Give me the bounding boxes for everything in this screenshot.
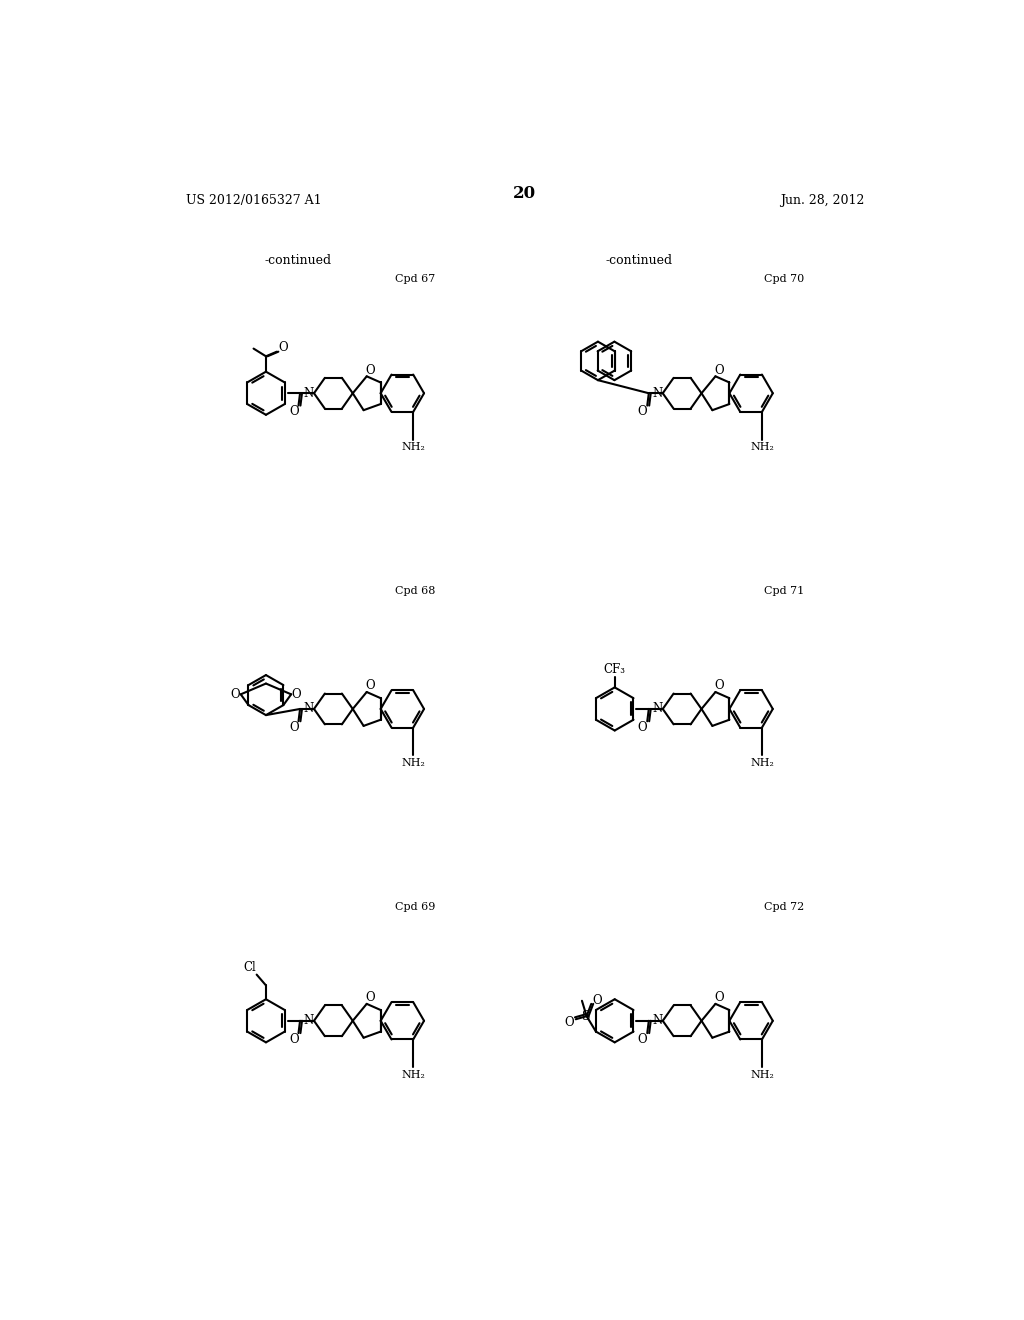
Text: Cpd 68: Cpd 68	[395, 586, 436, 597]
Text: O: O	[289, 1032, 299, 1045]
Text: Jun. 28, 2012: Jun. 28, 2012	[780, 194, 864, 207]
Text: N: N	[652, 702, 663, 715]
Text: CF₃: CF₃	[604, 663, 626, 676]
Text: N: N	[303, 1014, 313, 1027]
Text: Cl: Cl	[244, 961, 256, 974]
Text: Cpd 71: Cpd 71	[764, 586, 804, 597]
Text: O: O	[366, 991, 376, 1005]
Text: S: S	[583, 1010, 591, 1023]
Text: O: O	[715, 680, 724, 693]
Text: O: O	[715, 991, 724, 1005]
Text: Cpd 70: Cpd 70	[764, 275, 804, 284]
Text: N: N	[652, 1014, 663, 1027]
Text: NH₂: NH₂	[750, 442, 774, 453]
Text: -continued: -continued	[606, 255, 673, 268]
Text: O: O	[230, 688, 241, 701]
Text: Cpd 67: Cpd 67	[395, 275, 435, 284]
Text: US 2012/0165327 A1: US 2012/0165327 A1	[186, 194, 322, 207]
Text: N: N	[303, 387, 313, 400]
Text: N: N	[303, 702, 313, 715]
Text: O: O	[289, 721, 299, 734]
Text: O: O	[366, 680, 376, 693]
Text: Cpd 69: Cpd 69	[395, 902, 436, 912]
Text: O: O	[366, 363, 376, 376]
Text: O: O	[638, 405, 647, 418]
Text: NH₂: NH₂	[401, 442, 425, 453]
Text: O: O	[279, 342, 288, 354]
Text: O: O	[593, 994, 602, 1007]
Text: O: O	[292, 688, 301, 701]
Text: O: O	[565, 1016, 574, 1028]
Text: NH₂: NH₂	[750, 1071, 774, 1080]
Text: NH₂: NH₂	[401, 1071, 425, 1080]
Text: 20: 20	[513, 185, 537, 202]
Text: -continued: -continued	[265, 255, 332, 268]
Text: O: O	[715, 363, 724, 376]
Text: NH₂: NH₂	[401, 758, 425, 768]
Text: O: O	[638, 721, 647, 734]
Text: O: O	[289, 405, 299, 418]
Text: Cpd 72: Cpd 72	[764, 902, 804, 912]
Text: N: N	[652, 387, 663, 400]
Text: NH₂: NH₂	[750, 758, 774, 768]
Text: O: O	[638, 1032, 647, 1045]
